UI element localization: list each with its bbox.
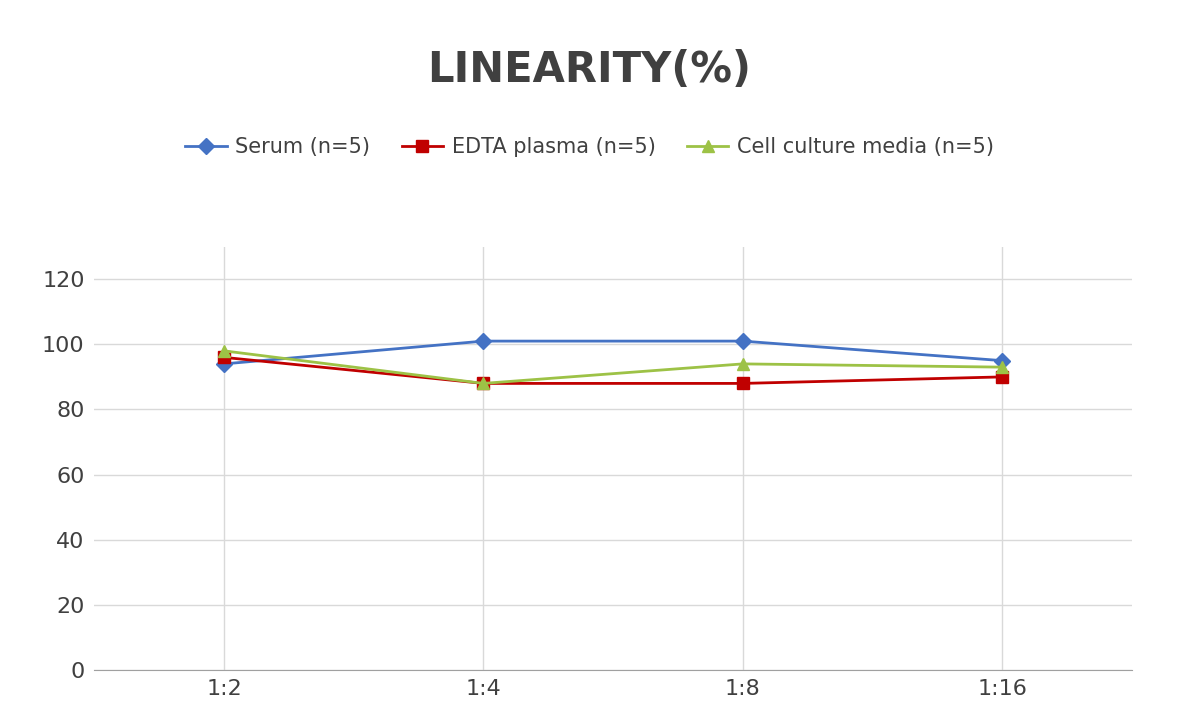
- EDTA plasma (n=5): [476, 379, 490, 388]
- Serum (n=5): [736, 337, 750, 345]
- Cell culture media (n=5): [217, 347, 231, 355]
- Line: EDTA plasma (n=5): EDTA plasma (n=5): [218, 352, 1008, 389]
- Cell culture media (n=5): [995, 363, 1009, 372]
- Line: Serum (n=5): Serum (n=5): [218, 336, 1008, 369]
- Cell culture media (n=5): [476, 379, 490, 388]
- EDTA plasma (n=5): [995, 373, 1009, 381]
- Line: Cell culture media (n=5): Cell culture media (n=5): [218, 345, 1008, 389]
- Cell culture media (n=5): [736, 360, 750, 368]
- Serum (n=5): [995, 357, 1009, 365]
- EDTA plasma (n=5): [217, 353, 231, 362]
- Serum (n=5): [476, 337, 490, 345]
- Legend: Serum (n=5), EDTA plasma (n=5), Cell culture media (n=5): Serum (n=5), EDTA plasma (n=5), Cell cul…: [185, 137, 994, 157]
- Text: LINEARITY(%): LINEARITY(%): [428, 49, 751, 92]
- Serum (n=5): [217, 360, 231, 368]
- EDTA plasma (n=5): [736, 379, 750, 388]
